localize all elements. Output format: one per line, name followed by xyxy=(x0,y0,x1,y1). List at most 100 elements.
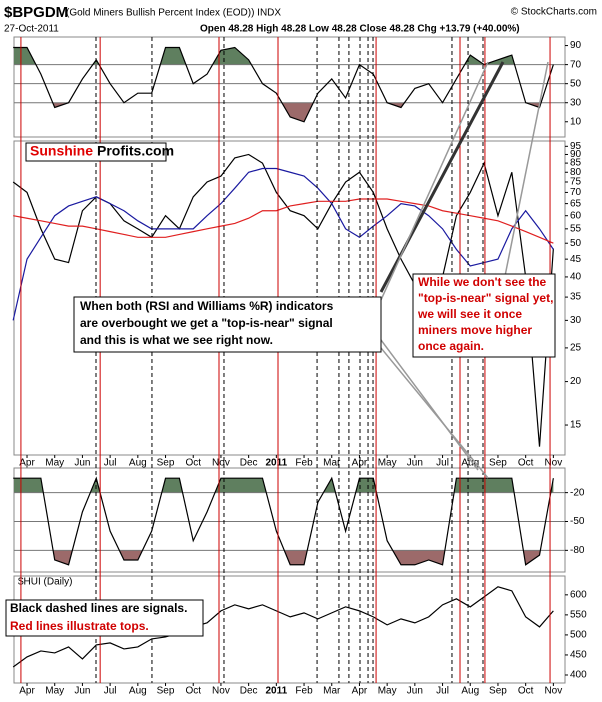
y-tick-label: 25 xyxy=(570,343,582,354)
annotation-text: When both (RSI and Williams %R) indicato… xyxy=(80,299,334,313)
annotation-text: once again. xyxy=(418,339,484,353)
annotation-text: and this is what we see right now. xyxy=(80,333,273,347)
x-tick-label: Sep xyxy=(489,458,507,469)
y-tick-label: 15 xyxy=(570,420,582,431)
series-line xyxy=(13,198,554,244)
x-tick-label: Nov xyxy=(212,458,230,469)
y-tick-label: 70 xyxy=(570,187,582,198)
y-tick-label: 35 xyxy=(570,292,582,303)
x-tick-label: May xyxy=(378,458,397,469)
arrow xyxy=(380,339,479,471)
y-tick-label: 95 xyxy=(570,141,582,152)
y-tick-label: 20 xyxy=(570,376,582,387)
y-tick-label: 90 xyxy=(570,149,582,160)
x-tick-label: Mar xyxy=(323,458,341,469)
annotation-text: While we don't see the xyxy=(418,275,547,289)
zone-above xyxy=(14,47,554,65)
y-tick-label: -20 xyxy=(570,487,585,498)
x-tick-label: Nov xyxy=(212,686,230,697)
arrow xyxy=(504,61,549,277)
x-tick-label: May xyxy=(45,686,64,697)
x-tick-label: Nov xyxy=(544,458,562,469)
arrow xyxy=(380,347,489,479)
annotation-text: we will see it once xyxy=(417,307,522,321)
x-tick-label: Apr xyxy=(352,686,368,697)
arrow xyxy=(380,61,489,301)
x-tick-label: Aug xyxy=(461,686,479,697)
x-tick-label: Sep xyxy=(157,458,175,469)
y-tick-label: 40 xyxy=(570,272,582,283)
y-tick-label: 450 xyxy=(570,650,587,661)
x-tick-label: 2011 xyxy=(265,458,287,469)
x-tick-label: Nov xyxy=(544,686,562,697)
x-tick-label: Dec xyxy=(240,458,258,469)
annotation-text: miners move higher xyxy=(418,323,532,337)
x-tick-label: Sep xyxy=(157,686,175,697)
x-tick-label: Oct xyxy=(518,458,534,469)
zone-above xyxy=(14,478,554,493)
logo-box xyxy=(25,142,167,162)
date: 27-Oct-2011 xyxy=(4,24,59,35)
y-tick-label: 50 xyxy=(570,238,582,249)
y-tick-label: 90 xyxy=(570,40,582,51)
annotation-box xyxy=(412,273,556,358)
x-tick-label: May xyxy=(378,686,397,697)
chart-title: $BPGDM xyxy=(4,4,68,21)
y-tick-label: 85 xyxy=(570,158,582,169)
x-tick-label: Jun xyxy=(74,686,90,697)
annotation-text: "top-is-near" signal yet, xyxy=(418,291,553,305)
annotation-box xyxy=(5,599,204,637)
logo: Profits.com xyxy=(97,143,174,159)
series-line xyxy=(13,476,554,566)
y-tick-label: 60 xyxy=(570,210,582,221)
y-tick-label: 55 xyxy=(570,223,582,234)
x-tick-label: May xyxy=(45,458,64,469)
y-tick-label: 70 xyxy=(570,59,582,70)
y-tick-label: 550 xyxy=(570,610,587,621)
x-tick-label: Aug xyxy=(129,458,147,469)
x-tick-label: Mar xyxy=(323,686,341,697)
x-tick-label: Apr xyxy=(19,458,35,469)
subtitle: (Gold Miners Bullish Percent Index (EOD)… xyxy=(66,8,281,19)
annotation-box xyxy=(73,296,382,353)
x-tick-label: Jun xyxy=(407,458,423,469)
panel-label: $HUI (Daily) xyxy=(18,577,72,588)
y-tick-label: 600 xyxy=(570,589,587,600)
series-line xyxy=(12,586,554,668)
y-tick-label: 50 xyxy=(570,78,582,89)
x-tick-label: Apr xyxy=(19,686,35,697)
plot-layer: 9070503010959085807570656055504540353025… xyxy=(12,36,587,697)
x-tick-label: Dec xyxy=(240,686,258,697)
annotation-text: Black dashed lines are signals. xyxy=(10,601,187,615)
x-tick-label: Feb xyxy=(295,686,313,697)
x-tick-label: Apr xyxy=(352,458,368,469)
zone-below xyxy=(52,102,542,122)
x-tick-label: Aug xyxy=(461,458,479,469)
logo: Sunshine xyxy=(30,143,93,159)
panel-frame xyxy=(13,36,566,138)
x-tick-label: Aug xyxy=(129,686,147,697)
quote: Open 48.28 High 48.28 Low 48.28 Close 48… xyxy=(200,24,520,35)
source: © StockCharts.com xyxy=(511,7,597,18)
x-tick-label: 2011 xyxy=(265,686,287,697)
x-tick-label: Feb xyxy=(295,458,313,469)
y-tick-label: 80 xyxy=(570,167,582,178)
series-line xyxy=(13,46,554,123)
x-tick-label: Jun xyxy=(74,458,90,469)
y-tick-label: 30 xyxy=(570,315,582,326)
x-tick-label: Jul xyxy=(104,686,117,697)
x-tick-label: Jul xyxy=(436,686,449,697)
series-line xyxy=(12,167,554,321)
x-tick-label: Oct xyxy=(185,686,201,697)
x-tick-label: Jun xyxy=(407,686,423,697)
y-tick-label: 75 xyxy=(570,177,582,188)
x-tick-label: Sep xyxy=(489,686,507,697)
x-tick-label: Oct xyxy=(185,458,201,469)
x-tick-label: Jul xyxy=(436,458,449,469)
x-tick-label: Jul xyxy=(104,458,117,469)
y-tick-label: 10 xyxy=(570,116,582,127)
annotation-text: Red lines illustrate tops. xyxy=(10,619,149,633)
y-tick-label: 65 xyxy=(570,198,582,209)
y-tick-label: 500 xyxy=(570,630,587,641)
